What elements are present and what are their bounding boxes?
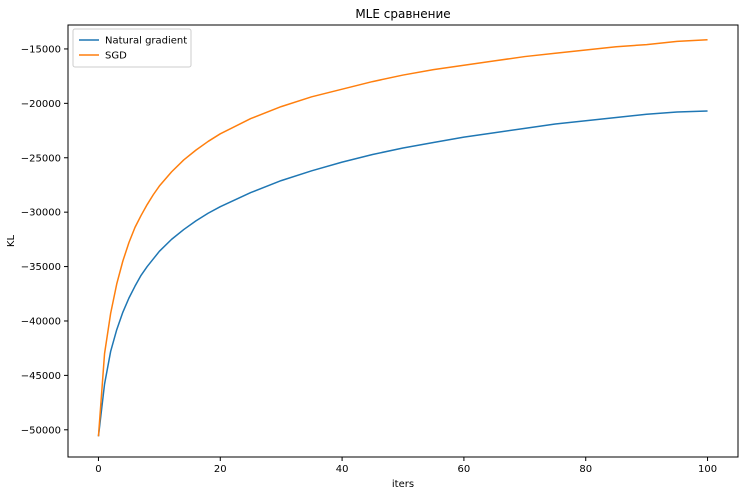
y-tick-label: −40000 [21,316,61,327]
x-axis-label: iters [392,479,414,490]
x-tick-label: 40 [336,464,349,475]
chart-title: MLE сравнение [355,7,450,21]
y-tick-label: −45000 [21,371,61,382]
y-axis-ticks: −50000 −45000 −40000 −35000 −30000 −25000 −200… [21,44,68,436]
x-tick-label: 60 [458,464,471,475]
x-tick-label: 80 [579,464,592,475]
series-line-natural-gradient [97,110,708,437]
y-tick-label: −50000 [21,425,61,436]
legend-label: Natural gradient [105,36,187,47]
x-tick-label: 0 [95,464,101,475]
legend: Natural gradient SGD [72,28,192,68]
y-tick-label: −15000 [21,44,61,55]
y-tick-label: −20000 [21,99,61,110]
legend-label: SGD [105,51,127,62]
y-axis-label: KL [6,235,17,248]
y-tick-label: −25000 [21,153,61,164]
y-tick-label: −35000 [21,262,61,273]
x-tick-label: 20 [214,464,227,475]
plot-frame [67,24,739,458]
x-axis-ticks: 0 20 40 60 80 100 [95,457,717,475]
series-layer [97,38,708,437]
legend-box [72,28,192,68]
y-tick-label: −30000 [21,208,61,219]
x-tick-label: 100 [698,464,717,475]
series-line-sgd [97,38,708,437]
